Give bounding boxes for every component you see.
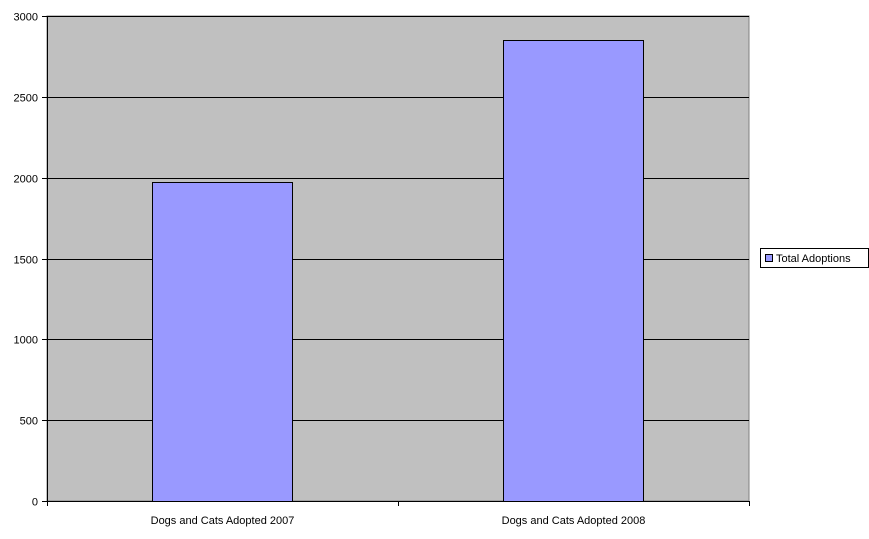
legend-swatch: [765, 254, 773, 262]
bar: [152, 182, 293, 502]
y-tick-label: 0: [32, 497, 38, 509]
legend-label: Total Adoptions: [776, 253, 851, 265]
y-tick-label: 3000: [14, 12, 38, 24]
y-tick-label: 500: [20, 416, 38, 428]
bar: [503, 40, 644, 502]
y-tick-label: 1500: [14, 255, 38, 267]
x-tick-label: Dogs and Cats Adopted 2008: [502, 515, 646, 527]
y-tick-label: 2500: [14, 93, 38, 105]
y-tick-label: 2000: [14, 174, 38, 186]
y-tick-label: 1000: [14, 335, 38, 347]
plot-area: 0 500 1000 1500 2000 2500 3000 Dogs and Cats Ad…: [14, 12, 750, 527]
x-tick-label: Dogs and Cats Adopted 2007: [151, 515, 295, 527]
legend: Total Adoptions: [760, 248, 869, 268]
